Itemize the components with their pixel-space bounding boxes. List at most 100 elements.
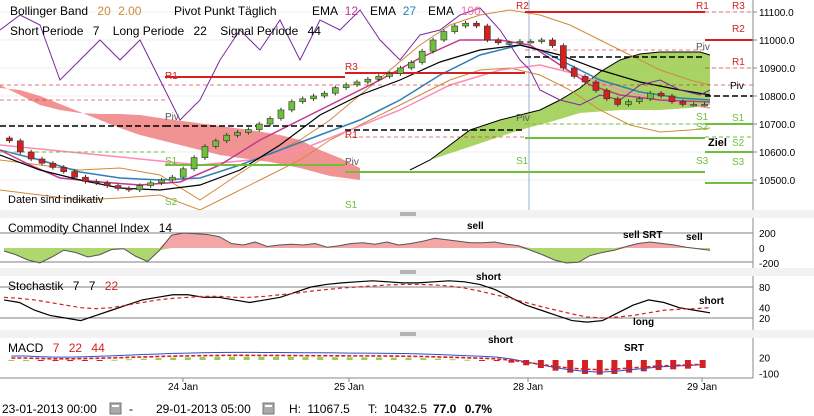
footer-separator: - (129, 402, 133, 416)
macd-histogram-bar (596, 360, 603, 375)
cci-splitter[interactable] (0, 210, 814, 218)
label-s3-e: S3 (732, 157, 745, 168)
macd-histogram-bar (684, 360, 691, 369)
macd-p3: 44 (91, 341, 105, 355)
stoch-p1: 7 (73, 279, 80, 293)
macd-splitter[interactable] (0, 330, 814, 338)
calendar-icon-to[interactable] (262, 402, 275, 415)
legend-long-value: 22 (194, 24, 208, 38)
candle-body (570, 67, 578, 77)
legend-bollinger: Bollinger Band 20 2.00 (10, 4, 142, 18)
cci-line (3, 232, 711, 264)
label-r3-b: R3 (345, 62, 358, 73)
xtick-label: 29 Jan (687, 382, 717, 393)
macd-histogram-bar (376, 357, 383, 360)
label-ziel: Ziel (708, 137, 727, 149)
stoch-splitter-grip (400, 270, 416, 274)
candle-body (27, 151, 35, 160)
macd-splitter-grip (400, 332, 416, 336)
legend-short-label: Short Periode (10, 24, 84, 38)
cci-signal-sell-2: sell (686, 232, 703, 243)
candle-body (636, 98, 643, 102)
cloud-bullish (410, 52, 710, 170)
candlesticks (6, 20, 708, 193)
bollinger-upper (0, 9, 711, 201)
macd-histogram-bar (243, 356, 250, 360)
macd-histogram-bar (434, 358, 441, 360)
macd-histogram-bar (155, 358, 162, 360)
macd-label: MACD (8, 341, 44, 355)
calendar-icon-to-bar (265, 405, 272, 407)
candle-body (223, 134, 230, 142)
macd-panel: MACD 7 22 44 short SRT 20 -100 (0, 330, 814, 380)
macd-histogram-bar (287, 356, 294, 360)
macd-histogram-bar (449, 359, 456, 361)
candle-body (560, 45, 567, 69)
candle-body (364, 78, 372, 83)
legend-ema27-label: EMA (370, 4, 396, 18)
macd-histogram-bar (479, 360, 486, 361)
label-piv-a: Piv (165, 112, 179, 123)
footer-bar: 23-01-2013 00:00 - 29-01-2013 05:00 H: 1… (0, 398, 814, 416)
legend-ema12-label: EMA (312, 4, 338, 18)
candle-body (277, 109, 285, 119)
cci-label: Commodity Channel Index (8, 221, 149, 235)
macd-histogram-bar (273, 356, 280, 360)
candle-body (603, 90, 611, 100)
macd-histogram-bar (140, 358, 147, 360)
macd-histogram-bar (52, 360, 59, 362)
stoch-splitter[interactable] (0, 268, 814, 276)
candle-body (538, 39, 545, 42)
macd-histogram-bar (184, 357, 191, 360)
macd-histogram-bar (567, 360, 574, 373)
candle-body (625, 101, 632, 105)
footer-high: H: 11067.5 (289, 402, 350, 416)
footer-low-value: 10432.5 (384, 402, 428, 416)
candle-body (288, 101, 296, 111)
cci-ytick-label: 200 (759, 229, 776, 240)
price-ytick-label: 10900.0 (759, 64, 796, 75)
candle-body (614, 98, 621, 105)
candle-body (125, 188, 133, 191)
resistance-dashed (0, 11, 753, 138)
ema27-line (0, 44, 711, 181)
macd-histogram-bar (67, 360, 74, 362)
cci-ytick-label: -200 (759, 259, 779, 270)
cci-signal-sell-1: sell (467, 221, 484, 232)
candle-body (310, 95, 317, 100)
pivot-lines (0, 56, 753, 131)
stoch-signal-short-2: short (699, 296, 725, 307)
macd-histogram-bar (317, 357, 324, 360)
macd-histogram-bar (214, 356, 221, 360)
price-ytick-label: 10800.0 (759, 92, 796, 103)
candle-body (505, 42, 513, 45)
candle-body (190, 157, 198, 170)
candle-body (549, 39, 556, 46)
macd-histogram-bar (111, 359, 118, 361)
label-r1-a: R1 (165, 71, 178, 82)
label-s1-d: S1 (696, 112, 709, 123)
support-dashed (0, 123, 753, 153)
label-s1-c: S1 (516, 156, 529, 167)
footer-high-value: 11067.5 (307, 402, 350, 416)
candle-body (646, 92, 654, 100)
label-s3-d: S3 (696, 156, 709, 167)
candle-body (331, 87, 339, 94)
footer-bg (0, 398, 814, 416)
calendar-icon-from[interactable] (109, 402, 122, 415)
candle-body (451, 25, 459, 32)
candle-body (657, 92, 665, 97)
stoch-signal-short-1: short (476, 272, 502, 283)
candle-body (6, 137, 13, 142)
cci-panel: Commodity Channel Index 14 sell sell SRT… (0, 210, 814, 270)
stoch-label: Stochastik (8, 279, 64, 293)
price-ytick-label: 11000.0 (759, 36, 795, 47)
footer-from-date: 23-01-2013 00:00 (2, 402, 97, 416)
macd-histogram-bar (390, 357, 397, 360)
price-y-axis: 10500.0 10600.0 10700.0 10800.0 10900.0 11000… (752, 0, 796, 210)
stoch-signal-long: long (633, 317, 654, 328)
legend-signal-value: 44 (308, 24, 322, 38)
candle-body (201, 146, 209, 158)
candle-body (158, 179, 165, 184)
